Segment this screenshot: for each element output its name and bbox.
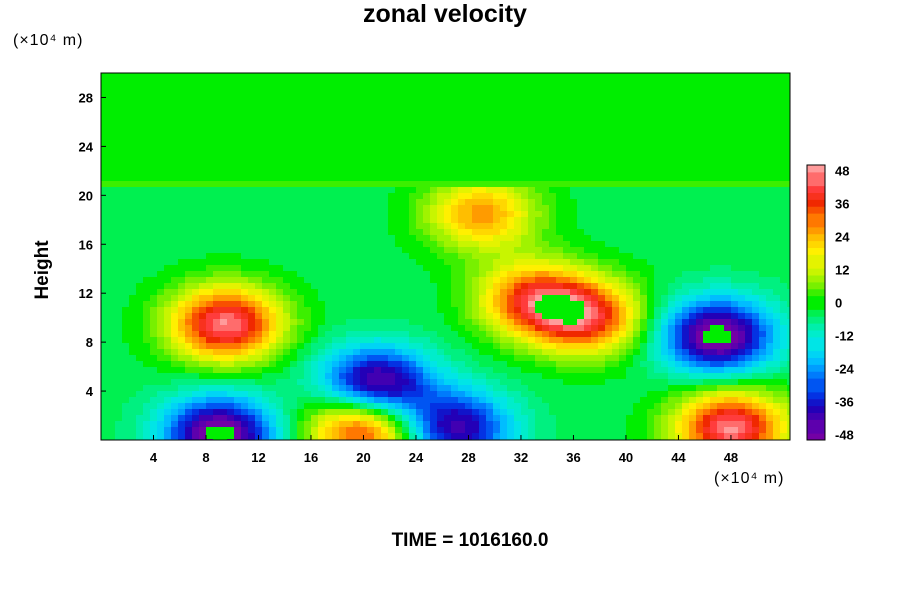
colorbar-band (807, 295, 825, 303)
colorbar-band (807, 275, 825, 283)
x-tick-label: 28 (461, 450, 475, 465)
x-tick-label: 20 (356, 450, 370, 465)
colorbar-band (807, 371, 825, 379)
y-tick-label: 28 (79, 90, 93, 105)
colorbar-band (807, 419, 825, 427)
colorbar-band (807, 233, 825, 242)
colorbar-tick-label: -48 (835, 428, 854, 443)
x-axis-ticks: 4 8 12 16 20 24 28 32 36 40 44 48 (150, 435, 738, 465)
colorbar-band (807, 302, 825, 310)
colorbar-band (807, 433, 825, 441)
colorbar-band (807, 378, 825, 386)
x-axis-unit: (×10⁴ m) (714, 470, 785, 487)
colorbar-band (807, 316, 825, 324)
colorbar-band (807, 391, 825, 400)
x-tick-label: 24 (409, 450, 424, 465)
colorbar-tick-label: 0 (835, 296, 842, 311)
x-tick-label: 48 (724, 450, 738, 465)
colorbar-band (807, 309, 825, 317)
colorbar-tick-label: -36 (835, 395, 854, 410)
colorbar-band (807, 199, 825, 207)
colorbar-band (807, 226, 825, 235)
y-tick-label: 24 (79, 139, 94, 154)
x-tick-label: 12 (251, 450, 265, 465)
colorbar-tick-label: 12 (835, 263, 849, 278)
x-tick-label: 4 (150, 450, 158, 465)
colorbar-band (807, 350, 825, 358)
colorbar-band (807, 206, 825, 214)
y-tick-label: 8 (86, 335, 93, 350)
colorbar-band (807, 178, 825, 187)
colorbar-band (807, 281, 825, 290)
colorbar-band (807, 412, 825, 420)
colorbar-band (807, 247, 825, 255)
colorbar-band (807, 385, 825, 393)
colorbar-frame (806, 164, 826, 441)
colorbar-band (807, 268, 825, 276)
colorbar-band (807, 220, 825, 228)
colorbar-band (807, 185, 825, 193)
y-axis-unit: (×10⁴ m) (13, 32, 84, 49)
colorbar-band (807, 357, 825, 365)
colorbar-band (807, 261, 825, 269)
colorbar: 48 36 24 12 0 -12 -24 -36 -48 (806, 164, 855, 443)
velocity-field (101, 73, 790, 440)
colorbar-band (807, 192, 825, 200)
x-tick-label: 40 (619, 450, 633, 465)
plot-frame (100, 72, 791, 441)
colorbar-band (807, 405, 825, 413)
colorbar-band (807, 336, 825, 345)
colorbar-tick-label: -24 (835, 362, 855, 377)
y-axis-ticks: 4 8 12 16 20 24 28 (79, 90, 106, 399)
x-tick-label: 8 (202, 450, 209, 465)
colorbar-band (807, 426, 825, 434)
colorbar-band (807, 330, 825, 338)
colorbar-band (807, 323, 825, 331)
colorbar-tick-label: 24 (835, 230, 850, 245)
colorbar-band (807, 213, 825, 221)
x-tick-label: 32 (514, 450, 528, 465)
colorbar-band (807, 343, 825, 352)
x-tick-label: 16 (304, 450, 318, 465)
x-tick-label: 36 (566, 450, 580, 465)
time-label: TIME = 1016160.0 (391, 530, 549, 551)
y-tick-label: 20 (79, 188, 93, 203)
colorbar-band (807, 288, 825, 297)
colorbar-band (807, 398, 825, 407)
colorbar-band (807, 364, 825, 372)
colorbar-tick-label: -12 (835, 329, 854, 344)
colorbar-band (807, 171, 825, 180)
y-tick-label: 4 (86, 384, 94, 399)
colorbar-band (807, 165, 825, 173)
colorbar-band (807, 240, 825, 248)
x-tick-label: 44 (671, 450, 686, 465)
colorbar-tick-label: 48 (835, 164, 849, 179)
y-tick-label: 12 (79, 286, 93, 301)
colorbar-band (807, 254, 825, 262)
y-tick-label: 16 (79, 237, 93, 252)
chart-title: zonal velocity (363, 0, 527, 28)
colorbar-tick-label: 36 (835, 197, 849, 212)
